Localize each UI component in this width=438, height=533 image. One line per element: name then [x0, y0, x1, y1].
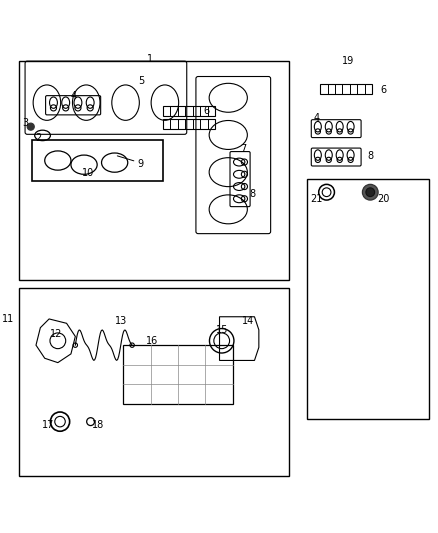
Text: 11: 11 — [1, 314, 14, 324]
Text: 2: 2 — [35, 133, 41, 143]
Text: 3: 3 — [22, 118, 28, 128]
Bar — [320, 84, 372, 94]
Text: 20: 20 — [377, 194, 389, 204]
Text: 21: 21 — [311, 194, 323, 204]
Text: 10: 10 — [82, 167, 95, 177]
Circle shape — [27, 123, 34, 130]
Bar — [32, 140, 162, 181]
Bar — [162, 119, 215, 129]
Bar — [307, 179, 429, 419]
Text: 9: 9 — [138, 159, 144, 169]
Text: 19: 19 — [342, 56, 354, 66]
Text: 7: 7 — [240, 143, 247, 154]
Text: 12: 12 — [49, 329, 62, 339]
Text: 4: 4 — [314, 113, 320, 123]
Text: 15: 15 — [215, 325, 228, 335]
Text: 5: 5 — [138, 76, 144, 86]
Text: 17: 17 — [42, 420, 54, 430]
Text: 8: 8 — [249, 189, 255, 199]
Circle shape — [366, 188, 374, 197]
Text: 6: 6 — [380, 85, 386, 94]
Text: 16: 16 — [146, 336, 158, 346]
Text: 18: 18 — [92, 420, 105, 430]
Circle shape — [362, 184, 378, 200]
Bar — [124, 345, 233, 404]
Text: 8: 8 — [367, 151, 373, 161]
Text: 14: 14 — [242, 316, 254, 326]
Text: 4: 4 — [70, 91, 76, 101]
Text: 1: 1 — [147, 54, 153, 64]
Bar — [18, 288, 290, 477]
Bar — [18, 61, 290, 280]
Text: 6: 6 — [203, 107, 209, 116]
Bar — [162, 106, 215, 116]
Text: 13: 13 — [115, 316, 127, 326]
